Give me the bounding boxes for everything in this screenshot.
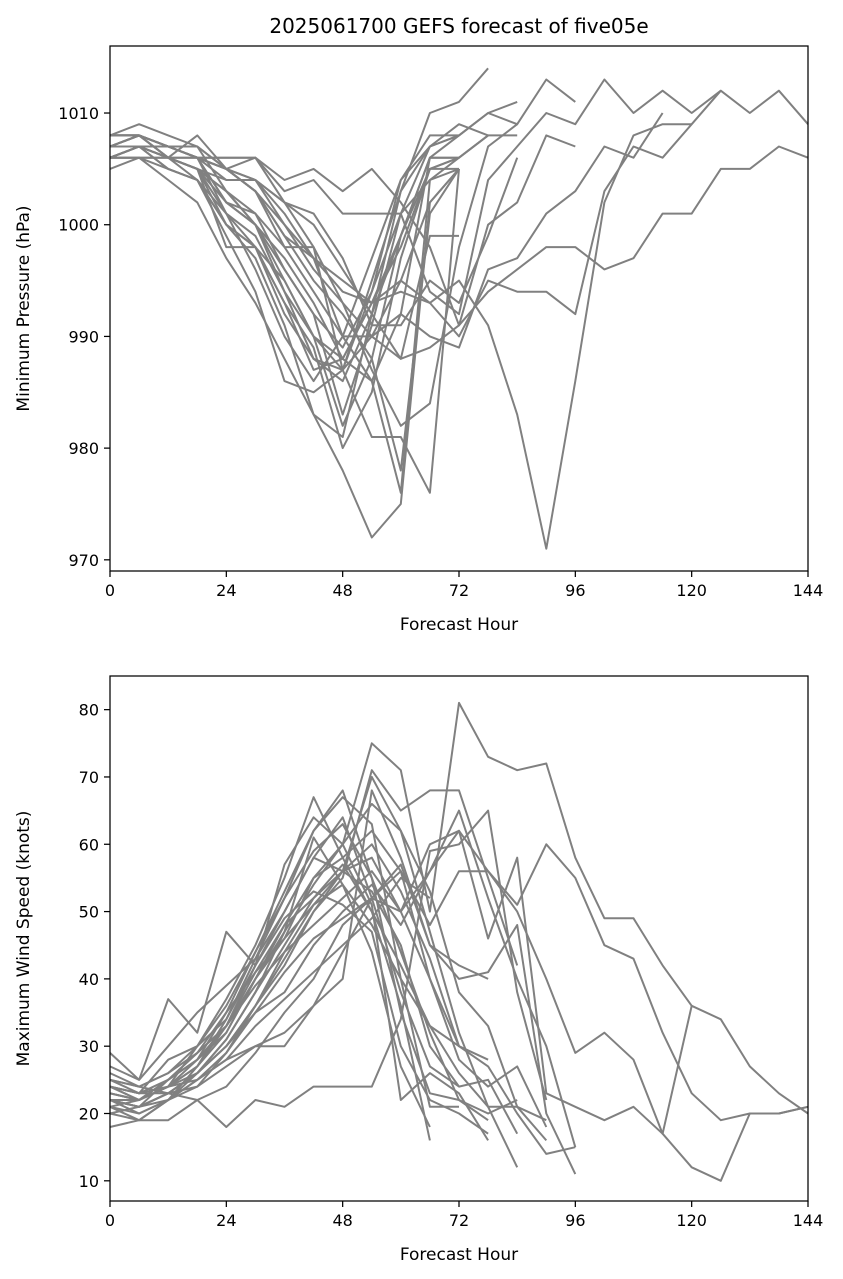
wind-series-line-14 <box>109 863 519 1168</box>
pressure-series-line-22 <box>109 78 722 316</box>
wind-panel: 0 24 48 72 96 120 144 10 20 30 40 50 60 70 80 Forecast… <box>14 675 824 1265</box>
wind-x-tick-label-96: 96 <box>565 1211 585 1230</box>
pressure-x-tick-label-96: 96 <box>565 581 585 600</box>
wind-series-line-26 <box>109 863 489 1108</box>
wind-y-tick-label-30: 30 <box>79 1037 99 1056</box>
wind-series-line-12 <box>109 823 489 1122</box>
wind-y-tick-label-40: 40 <box>79 970 99 989</box>
pressure-x-tick-label-24: 24 <box>216 581 236 600</box>
pressure-x-tick-label-144: 144 <box>793 581 824 600</box>
pressure-y-tick-label-1000: 1000 <box>58 216 99 235</box>
wind-y-tick-label-60: 60 <box>79 835 99 854</box>
wind-x-tick-label-24: 24 <box>216 1211 236 1230</box>
wind-series-line-25 <box>109 883 460 1095</box>
wind-series-line-21 <box>109 870 489 1108</box>
pressure-series-line-8 <box>109 156 460 539</box>
pressure-series-group <box>109 67 809 550</box>
pressure-ticks-group: 0 24 48 72 96 120 144 970 980 990 1000 1010 <box>58 104 823 600</box>
pressure-series-line-26 <box>110 145 460 360</box>
wind-series-line-19 <box>109 829 548 1128</box>
pressure-x-axis-label: Forecast Hour <box>400 615 518 635</box>
pressure-series-line-25 <box>110 123 489 371</box>
wind-y-tick-label-10: 10 <box>79 1172 99 1191</box>
wind-ticks-group: 0 24 48 72 96 120 144 10 20 30 40 50 60 70 80 <box>79 701 824 1230</box>
wind-x-tick-label-120: 120 <box>676 1211 707 1230</box>
pressure-series-line-12 <box>109 145 459 450</box>
pressure-y-tick-label-970: 970 <box>68 551 99 570</box>
pressure-x-tick-label-120: 120 <box>676 581 707 600</box>
pressure-y-tick-label-1010: 1010 <box>58 104 99 123</box>
wind-x-axis-label: Forecast Hour <box>400 1245 518 1265</box>
wind-y-axis-label: Maximum Wind Speed (knots) <box>14 811 34 1067</box>
wind-y-tick-label-70: 70 <box>79 768 99 787</box>
wind-x-tick-label-0: 0 <box>105 1211 115 1230</box>
wind-series-line-23 <box>110 776 547 1122</box>
wind-series-line-6 <box>109 809 548 1128</box>
pressure-y-axis-label: Minimum Pressure (hPa) <box>14 205 34 411</box>
pressure-y-tick-label-990: 990 <box>68 327 99 346</box>
wind-series-line-20 <box>109 870 460 1108</box>
wind-y-tick-label-20: 20 <box>79 1105 99 1124</box>
pressure-x-tick-label-48: 48 <box>332 581 352 600</box>
wind-series-line-24 <box>109 876 431 1128</box>
wind-series-group <box>109 701 809 1182</box>
pressure-y-tick-label-980: 980 <box>68 439 99 458</box>
figure-title: 2025061700 GEFS forecast of five05e <box>269 14 648 38</box>
wind-y-tick-label-80: 80 <box>79 701 99 720</box>
pressure-axes-frame <box>109 45 809 572</box>
wind-x-tick-label-72: 72 <box>449 1211 469 1230</box>
pressure-x-tick-label-0: 0 <box>105 581 115 600</box>
wind-x-tick-label-48: 48 <box>332 1211 352 1230</box>
wind-y-tick-label-50: 50 <box>79 903 99 922</box>
wind-series-line-8 <box>109 789 577 1175</box>
wind-series-line-22 <box>109 802 548 1142</box>
pressure-x-tick-label-72: 72 <box>449 581 469 600</box>
pressure-panel: 0 24 48 72 96 120 144 970 980 990 1000 1010 Forecas… <box>14 45 823 635</box>
wind-x-tick-label-144: 144 <box>793 1211 824 1230</box>
wind-axes-frame <box>109 675 809 1202</box>
